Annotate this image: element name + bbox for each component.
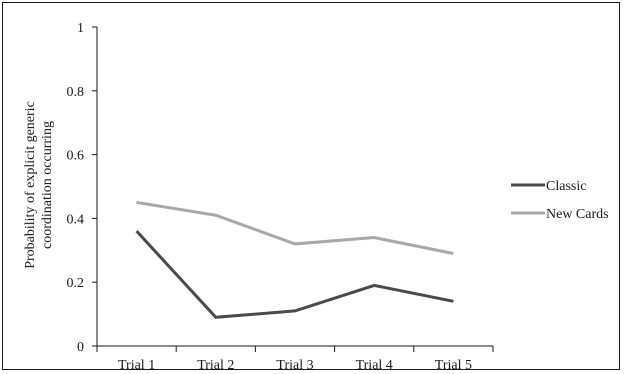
x-tick-label: Trial 3 — [276, 358, 313, 373]
series-line-classic — [135, 230, 454, 319]
y-tick-label: 0 — [77, 340, 84, 355]
y-tick-label: 1 — [77, 21, 84, 36]
legend-label: Classic — [546, 179, 586, 194]
y-axis-label-line-1: Probability of explicit generic — [23, 101, 38, 269]
x-tick-label: Trial 4 — [356, 358, 393, 373]
legend-item-classic: Classic — [511, 179, 586, 194]
x-tick-label: Trial 2 — [197, 358, 234, 373]
y-tick-label: 0.2 — [67, 276, 85, 291]
legend-label: New Cards — [546, 207, 609, 222]
series-line-new-cards — [136, 200, 454, 255]
y-tick-label: 0.6 — [67, 149, 85, 164]
y-axis-label: Probability of explicit generic coordina… — [23, 101, 55, 269]
y-tick-label: 0.8 — [67, 85, 85, 100]
y-axis-label-line-2: coordination occurring — [40, 121, 55, 249]
x-tick-label: Trial 1 — [118, 358, 155, 373]
x-tick-label: Trial 5 — [435, 358, 472, 373]
y-tick-label: 0.4 — [67, 212, 85, 227]
legend-item-new-cards: New Cards — [511, 207, 609, 222]
